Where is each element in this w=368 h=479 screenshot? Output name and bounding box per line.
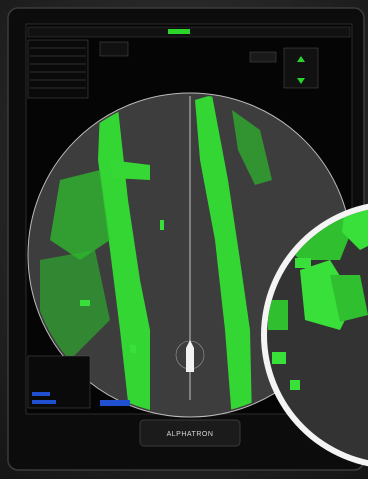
radar-echoes bbox=[40, 95, 272, 415]
info-panel bbox=[27, 39, 89, 99]
level-bar bbox=[100, 400, 130, 406]
own-ship bbox=[186, 340, 194, 372]
brand-label: ALPHATRON bbox=[167, 431, 214, 438]
mode-box bbox=[99, 41, 129, 57]
status-indicator bbox=[168, 29, 190, 34]
nav-arrow bbox=[297, 56, 305, 62]
control-panel bbox=[27, 355, 91, 409]
nav-arrow bbox=[297, 78, 305, 84]
level-bar bbox=[32, 400, 56, 404]
level-bar bbox=[32, 392, 50, 396]
magnifier bbox=[267, 209, 368, 461]
speed-box bbox=[249, 51, 277, 63]
info-rows bbox=[30, 47, 86, 89]
brand-plate bbox=[139, 419, 241, 447]
